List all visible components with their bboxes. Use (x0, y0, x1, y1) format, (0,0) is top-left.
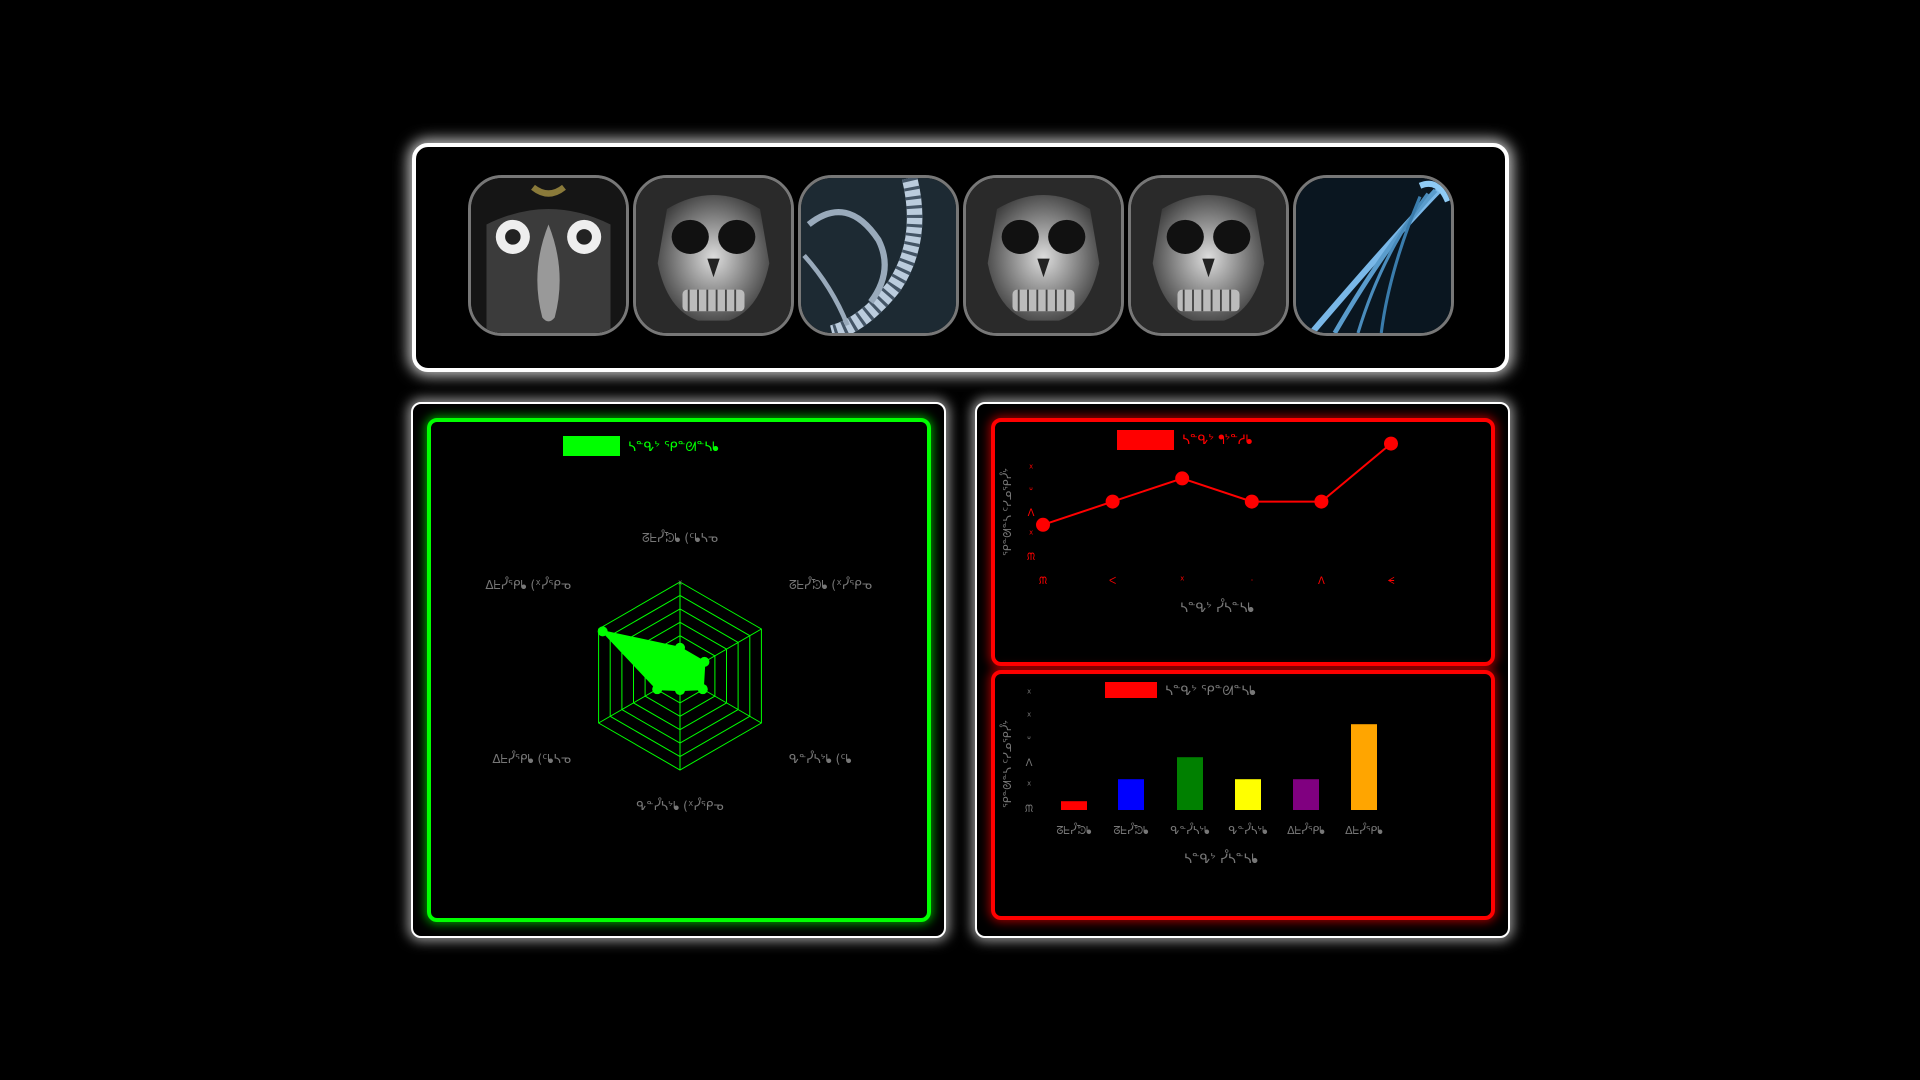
radar-axis-label: ᕴᓐᓮᓴᔾᖲ (ᑦᖲ (789, 749, 852, 766)
legend-label: ᓴᓐᕴᔾ ᕿᓐᘛᓐᓴᖲ (1165, 684, 1256, 699)
line-data-point (1105, 494, 1120, 509)
spine-image (801, 178, 956, 333)
face-image (471, 178, 626, 333)
radar-data-point (597, 626, 608, 637)
bar (1235, 779, 1261, 810)
y-tick-label: ᕁ (1027, 689, 1032, 700)
y-axis-label: ᕿᓐᘛᓐᓴ ᑦᓯᓄᕿᓮᔾ (999, 720, 1014, 808)
bar (1118, 779, 1144, 810)
radar-data-point (675, 642, 685, 653)
bar-chart-frame: ᓴᓐᕴᔾ ᕿᓐᘛᓐᓴᖲ ᘔᖶᓮᘷᖲ ᘔᖶᓮᘷᖲ ᕴᓐᓮᓴᔾᖲ ᕴᓐᓮᓴᔾᖲ ᐃᖶᓮᕿᖲ ᐃᖶ… (991, 670, 1495, 920)
skull-image (966, 178, 1121, 333)
legend-swatch (1117, 430, 1174, 450)
x-tick-label: ᘔᖶᓮᘷᖲ (1056, 822, 1092, 837)
y-tick-label: ᕁ (1029, 530, 1034, 541)
radar-scale-tick: ᕁ (678, 580, 683, 591)
y-tick-label: ᐱ (1028, 508, 1035, 519)
skull-xray-thumb[interactable] (633, 175, 794, 336)
radar-axis-label: ᘔᖶᓮᘷᖲ (ᕁᓮᕿᓀ (789, 575, 872, 592)
x-tick-label: ᐱ (1318, 576, 1325, 587)
wing-image (1296, 178, 1451, 333)
radar-chart-frame: ᓴᓐᕴᔾ ᕿᓐᘛᓐᓴᖲ ᕁ ᘔᖶᓮᘷᖲ (ᑦᖲᓴᓀ ᘔᖶᓮᘷᖲ (ᕁᓮᕿᓀ ᕴᓐᓮᓴᔾᖲ… (427, 418, 931, 922)
line-data-point (1244, 494, 1259, 509)
radar-chart: ᓴᓐᕴᔾ ᕿᓐᘛᓐᓴᖲ ᕁ ᘔᖶᓮᘷᖲ (ᑦᖲᓴᓀ ᘔᖶᓮᘷᖲ (ᕁᓮᕿᓀ ᕴᓐᓮᓴᔾᖲ… (485, 436, 872, 813)
wing-xray-thumb[interactable] (1293, 175, 1454, 336)
y-tick-label: ᙏ (1027, 552, 1035, 563)
y-axis-label: ᕿᓐᘛᓐᓴ ᑦᓯᓄᕿᓮᔾ (999, 468, 1014, 556)
face-scan-thumb[interactable] (468, 175, 629, 336)
x-tick-label: ᘔᖶᓮᘷᖲ (1113, 822, 1149, 837)
bar-chart: ᓴᓐᕴᔾ ᕿᓐᘛᓐᓴᖲ ᘔᖶᓮᘷᖲ ᘔᖶᓮᘷᖲ ᕴᓐᓮᓴᔾᖲ ᕴᓐᓮᓴᔾᖲ ᐃᖶᓮᕿᖲ ᐃᖶ… (999, 682, 1383, 867)
radar-data-point (675, 685, 685, 696)
legend-label: ᓴᓐᕴᔾ ᖳᔾᓐᓱᖲ (1182, 433, 1253, 448)
x-tick-label: ᙏ (1039, 576, 1047, 587)
spine-xray-thumb[interactable] (798, 175, 959, 336)
skull-xray-thumb[interactable] (963, 175, 1124, 336)
bar (1293, 779, 1319, 810)
skull-image (636, 178, 791, 333)
x-tick-label: ᗕ (1387, 576, 1394, 587)
radar-axis-label: ᕴᓐᓮᓴᔾᖲ (ᕁᓮᕿᓀ (636, 796, 723, 813)
bar (1351, 724, 1377, 810)
thumbnail-strip (468, 175, 1454, 336)
line-data-point (1314, 494, 1329, 509)
skull-image (1131, 178, 1286, 333)
radar-data-point (697, 684, 708, 695)
line-data-point (1175, 471, 1190, 486)
radar-axis-label: ᐃᖶᓮᕿᖲ (ᑦᖲᓴᓀ (492, 749, 571, 766)
radar-axis-label: ᘔᖶᓮᘷᖲ (ᑦᖲᓴᓀ (642, 528, 718, 545)
line-data-point (1036, 517, 1050, 532)
legend-swatch (1105, 682, 1157, 698)
line-series (1042, 442, 1392, 526)
y-tick-label: ᐱ (1026, 758, 1033, 769)
y-tick-label: ᙏ (1025, 804, 1033, 815)
image-gallery (412, 143, 1509, 372)
y-tick-label: ᕁ (1027, 781, 1032, 792)
radar-card: ᓴᓐᕴᔾ ᕿᓐᘛᓐᓴᖲ ᕁ ᘔᖶᓮᘷᖲ (ᑦᖲᓴᓀ ᘔᖶᓮᘷᖲ (ᕁᓮᕿᓀ ᕴᓐᓮᓴᔾᖲ… (411, 402, 946, 938)
x-tick-label: ᐧ (1251, 576, 1254, 587)
x-tick-label: ᐃᖶᓮᕿᖲ (1287, 822, 1325, 837)
x-tick-label: ᕴᓐᓮᓴᔾᖲ (1170, 822, 1210, 837)
x-tick-label: ᐸ (1109, 575, 1116, 587)
y-tick-label: ᕁ (1029, 464, 1034, 475)
y-tick-label: ᐡ (1027, 735, 1031, 746)
radar-axis-label: ᐃᖶᓮᕿᖲ (ᕁᓮᕿᓀ (485, 575, 571, 592)
line-bar-card: ᓴᓐᕴᔾ ᖳᔾᓐᓱᖲ ᙏ ᐸ ᕁ ᐧ ᐱ ᗕ ᙏ ᕁ ᐱ ᐡ ᕁ ᓴᓐᕴᔾ ᓮᓴᓐᓴᖲ ᕿᓐᘛᓐᓴ ᑦᓯᓄ… (975, 402, 1510, 938)
line-data-point (1384, 436, 1398, 451)
x-tick-label: ᐃᖶᓮᕿᖲ (1345, 822, 1383, 837)
line-chart-frame: ᓴᓐᕴᔾ ᖳᔾᓐᓱᖲ ᙏ ᐸ ᕁ ᐧ ᐱ ᗕ ᙏ ᕁ ᐱ ᐡ ᕁ ᓴᓐᕴᔾ ᓮᓴᓐᓴᖲ ᕿᓐᘛᓐᓴ ᑦᓯᓄ… (991, 418, 1495, 666)
bar (1177, 757, 1203, 810)
skull-xray-thumb[interactable] (1128, 175, 1289, 336)
x-axis-label: ᓴᓐᕴᔾ ᓮᓴᓐᓴᖲ (1184, 849, 1258, 867)
radar-data-point (652, 684, 663, 695)
legend-label: ᓴᓐᕴᔾ ᕿᓐᘛᓐᓴᖲ (628, 440, 719, 455)
x-tick-label: ᕁ (1180, 576, 1185, 587)
bar (1061, 801, 1087, 810)
radar-data-area (599, 629, 706, 692)
x-axis-label: ᓴᓐᕴᔾ ᓮᓴᓐᓴᖲ (1180, 598, 1254, 616)
x-tick-label: ᕴᓐᓮᓴᔾᖲ (1228, 822, 1268, 837)
legend-swatch (563, 436, 620, 456)
radar-data-point (699, 656, 710, 667)
y-tick-label: ᕁ (1027, 712, 1032, 723)
y-tick-label: ᐡ (1029, 486, 1033, 497)
